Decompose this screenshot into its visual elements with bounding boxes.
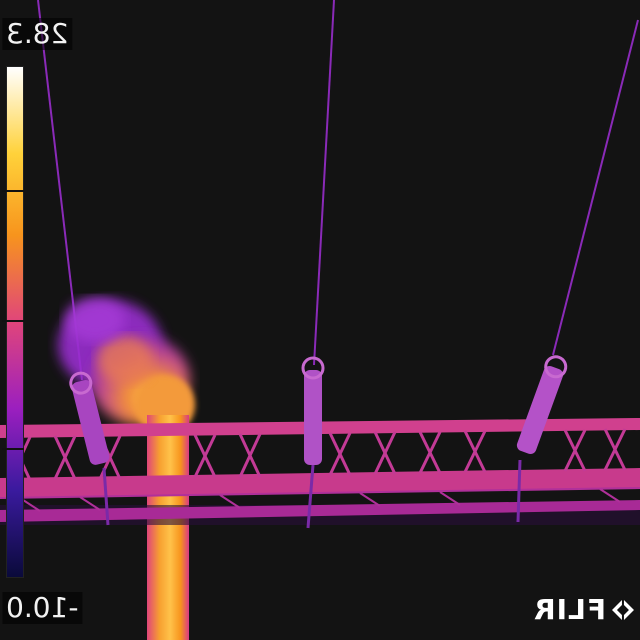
scale-tick — [2, 190, 24, 192]
flir-logo-icon — [612, 598, 634, 621]
scale-tick — [2, 448, 24, 450]
temperature-scale-bar — [6, 66, 24, 578]
scale-tick — [2, 320, 24, 322]
max-temperature-label: 28.3 — [2, 17, 73, 50]
smoke-plume — [58, 298, 195, 435]
min-temperature-label: -10.0 — [2, 591, 83, 624]
flir-logo-text: FLIR — [533, 593, 606, 626]
insulators — [69, 355, 568, 529]
chimney-stack — [147, 415, 189, 640]
flir-logo: FLIR — [533, 593, 634, 626]
